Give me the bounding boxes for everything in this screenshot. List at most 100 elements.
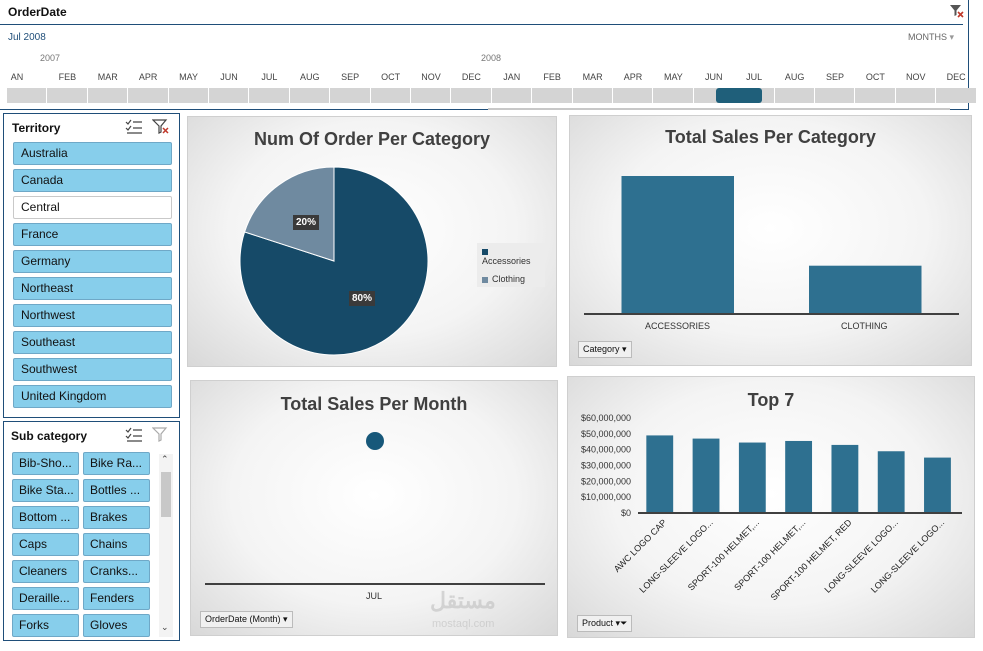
chart-title: Total Sales Per Month — [280, 394, 468, 414]
sales-month-chart — [205, 432, 545, 585]
timeline-month-tile[interactable] — [936, 88, 977, 103]
timeline-month-tile[interactable] — [572, 88, 613, 103]
chevron-down-icon: ▾ — [283, 614, 288, 624]
territory-item[interactable]: Southeast — [13, 331, 172, 354]
timeline-month-tile[interactable] — [128, 88, 169, 103]
chart-title: Total Sales Per Category — [665, 127, 876, 147]
chevron-down-icon[interactable]: ⌄ — [161, 622, 169, 632]
pie-chart-panel: Num Of Order Per Category Accessories Cl… — [187, 116, 557, 367]
timeline-selection-handle[interactable] — [716, 88, 762, 103]
scroll-thumb[interactable] — [161, 472, 171, 517]
subcategory-item[interactable]: Brakes — [83, 506, 150, 529]
territory-item[interactable]: France — [13, 223, 172, 246]
territory-item[interactable]: Southwest — [13, 358, 172, 381]
y-tick-label: $50,000,000 — [581, 429, 631, 439]
timeline-month-tile[interactable] — [451, 88, 492, 103]
territory-item[interactable]: Northeast — [13, 277, 172, 300]
subcategory-item[interactable]: Bottom ... — [12, 506, 79, 529]
timeline-month-tile[interactable] — [491, 88, 533, 103]
subcategory-item[interactable]: Bottles ... — [83, 479, 150, 502]
bar-product — [646, 435, 674, 513]
subcategory-item[interactable]: Bike Sta... — [12, 479, 79, 502]
timeline-month-tile[interactable] — [774, 88, 815, 103]
timeline-month-tile[interactable] — [895, 88, 937, 103]
timeline-month-label: AUG — [784, 72, 805, 82]
territory-item[interactable]: Australia — [13, 142, 172, 165]
timeline-month-tile[interactable] — [411, 88, 452, 103]
bar-product — [738, 442, 766, 513]
timeline-month-tile[interactable] — [7, 88, 48, 103]
timeline-month-tile[interactable] — [855, 88, 896, 103]
timeline-month-label: MAY — [179, 72, 199, 82]
subcategory-item[interactable]: Cleaners — [12, 560, 79, 583]
product-field-button[interactable]: Product ▾⏷ — [577, 615, 633, 632]
clear-filter-icon[interactable] — [152, 427, 170, 443]
timeline-scrollbar[interactable] — [488, 108, 950, 110]
subcategory-item[interactable]: Bike Ra... — [83, 452, 150, 475]
subcategory-item[interactable]: Deraille... — [12, 587, 79, 610]
legend-item-accessories: Accessories — [482, 246, 540, 266]
clear-filter-icon[interactable] — [152, 119, 170, 135]
bar-product — [785, 440, 813, 513]
bar-product — [692, 438, 720, 513]
timeline-month-label: JUN — [705, 72, 723, 82]
territory-item[interactable]: Northwest — [13, 304, 172, 327]
category-field-button[interactable]: Category ▾ — [578, 341, 632, 358]
timeline-month-tile[interactable] — [209, 88, 250, 103]
multi-select-icon[interactable] — [125, 427, 143, 443]
sales-category-panel: Total Sales Per Category ACCESSORIES CLO… — [569, 115, 972, 366]
chevron-down-icon: ▾ — [622, 344, 627, 354]
bar-product — [877, 451, 905, 513]
timeline-month-tile[interactable] — [370, 88, 411, 103]
timeline-month-tile[interactable] — [249, 88, 290, 103]
slicer-title: Sub category — [11, 429, 88, 443]
timeline-month-label: AN — [10, 72, 24, 82]
time-level-dropdown[interactable]: MONTHS ▾ — [908, 32, 954, 43]
pie-slice-clothing — [243, 166, 335, 262]
timeline-month-tile[interactable] — [168, 88, 209, 103]
subcategory-slicer: Sub category Bib-Sho... Bike Ra... Bike St… — [3, 421, 180, 641]
orderdate-timeline — [0, 0, 969, 110]
chevron-up-icon[interactable]: ⌃ — [161, 454, 169, 464]
subcategory-item[interactable]: Caps — [12, 533, 79, 556]
timeline-month-tile[interactable] — [289, 88, 331, 103]
timeline-month-tile[interactable] — [87, 88, 129, 103]
timeline-month-tile[interactable] — [47, 88, 88, 103]
timeline-month-tile[interactable] — [815, 88, 856, 103]
territory-item[interactable]: Canada — [13, 169, 172, 192]
timeline-month-label: NOV — [421, 72, 441, 82]
y-tick-label: $30,000,000 — [581, 461, 631, 471]
subcategory-item[interactable]: Gloves — [83, 614, 150, 637]
multi-select-icon[interactable] — [125, 119, 143, 135]
chart-legend: Accessories Clothing — [477, 243, 545, 287]
subcategory-item[interactable]: Bib-Sho... — [12, 452, 79, 475]
timeline-title: OrderDate — [8, 5, 67, 19]
clear-filter-icon[interactable] — [948, 3, 964, 19]
timeline-year: 2008 — [481, 53, 502, 63]
time-level-label: MONTHS — [908, 32, 947, 42]
territory-item[interactable]: Germany — [13, 250, 172, 273]
timeline-month-tile[interactable] — [613, 88, 654, 103]
timeline-month-tile[interactable] — [330, 88, 371, 103]
territory-item[interactable]: Central — [13, 196, 172, 219]
subcategory-item[interactable]: Fenders — [83, 587, 150, 610]
watermark-logo: مستقل — [430, 588, 496, 613]
subcategory-item[interactable]: Cranks... — [83, 560, 150, 583]
timeline-month-tile[interactable] — [653, 88, 694, 103]
orderdate-field-button[interactable]: OrderDate (Month) ▾ — [200, 611, 293, 628]
y-tick-label: $0 — [621, 508, 631, 518]
y-tick-label: $60,000,000 — [581, 413, 631, 423]
y-tick-label: $20,000,000 — [581, 476, 631, 486]
timeline-month-label: SEP — [341, 72, 360, 82]
timeline-month-tile[interactable] — [532, 88, 573, 103]
legend-item-clothing: Clothing — [482, 274, 540, 284]
subcategory-item[interactable]: Chains — [83, 533, 150, 556]
timeline-year: 2007 — [40, 53, 61, 63]
watermark-logo-text: mostaql.com — [432, 618, 495, 630]
slicer-scrollbar[interactable]: ⌃ ⌄ — [159, 454, 173, 637]
timeline-month-label: AUG — [300, 72, 320, 82]
chevron-down-icon: ▾ — [949, 32, 955, 42]
timeline-month-label: FEB — [58, 72, 77, 82]
subcategory-item[interactable]: Forks — [12, 614, 79, 637]
territory-item[interactable]: United Kingdom — [13, 385, 172, 408]
